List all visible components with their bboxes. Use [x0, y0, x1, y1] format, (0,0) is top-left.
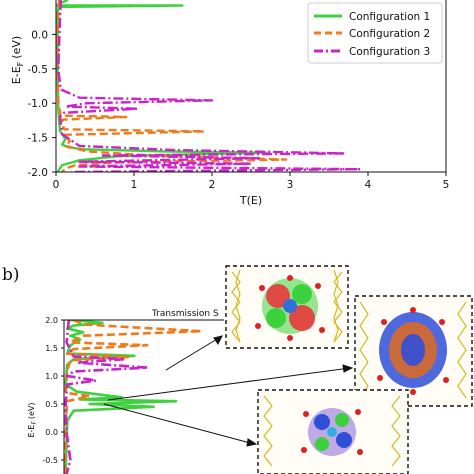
arrow-to-bottom-image	[103, 403, 255, 445]
panel-b-y-tick-label: 0.5	[45, 400, 58, 409]
legend-label-configuration-1: Configuration 1	[349, 11, 430, 23]
panel-b-y-tick-label: -0.5	[42, 456, 58, 465]
legend-label-configuration-2: Configuration 2	[349, 28, 430, 40]
panel-b-series-configuration-3	[64, 320, 149, 474]
legend-box	[307, 2, 443, 64]
panel-a-x-tick-label: 5	[443, 179, 450, 191]
legend: Configuration 1 Configuration 2 Configur…	[307, 2, 443, 64]
panel-a-y-label: E-EF(eV)	[10, 36, 25, 84]
panel-a-y-tick-label: -0.5	[28, 64, 49, 76]
arrow-head-bottom	[246, 438, 258, 447]
panel-b-y-label: E-EF(eV)	[27, 402, 38, 437]
panel-a-y-tick-label: -2.0	[28, 167, 49, 179]
arrow-head-top	[213, 335, 223, 345]
panel-a-x-tick-label: 3	[287, 179, 294, 191]
panel-b-ticks: 2.0 1.5 1.0 0.5 0.0 -0.5	[42, 316, 64, 465]
panel-b-plot-area	[64, 320, 203, 474]
panel-b-y-tick-label: 0.0	[45, 428, 58, 437]
panel-b-y-tick-label: 2.0	[45, 316, 58, 325]
panel-a-x-tick-label: 2	[209, 179, 216, 191]
panel-a-y-tick-label: -1.5	[28, 133, 49, 145]
panel-b-label: b)	[2, 265, 20, 285]
panel-b: b) Transmission S 2.0 1.5 1.0 0.5 0.0 -0.5 E-…	[2, 265, 473, 474]
panel-a-x-tick-label: 4	[365, 179, 372, 191]
orbital-image-bottom	[257, 389, 409, 474]
panel-a-ticks: 0 1 2 3 4 5 -2.0 -1.5 -1.0 -0.5 0.0	[28, 29, 450, 191]
panel-b-title: Transmission S	[151, 309, 219, 319]
panel-a: 0 1 2 3 4 5-2.0-1.5-1.0-0.50.0 E-EF(eV) T(E) …	[10, 0, 449, 207]
orbital-image-top	[225, 265, 349, 349]
arrow-to-right-image	[107, 367, 351, 401]
panel-a-y-tick-label: 0.0	[31, 29, 48, 41]
annotation-arrows	[103, 335, 354, 447]
arrow-to-top-image	[165, 335, 223, 371]
panel-b-y-tick-label: 1.0	[45, 372, 58, 381]
orbital-image-right	[354, 295, 473, 407]
panel-a-plot-area	[56, 0, 362, 172]
panel-a-series-configuration-2	[56, 0, 288, 172]
panel-a-series-configuration-1	[56, 0, 268, 172]
panel-a-x-label: T(E)	[239, 194, 262, 207]
legend-label-configuration-3: Configuration 3	[349, 46, 430, 58]
panel-b-series-configuration-2	[64, 320, 203, 474]
panel-a-x-tick-label: 0	[53, 179, 60, 191]
panel-b-y-tick-label: 1.5	[45, 344, 58, 353]
panel-a-y-tick-label: -1.0	[28, 98, 49, 110]
panel-a-x-tick-label: 1	[131, 179, 138, 191]
panel-a-series-configuration-3	[57, 0, 362, 172]
arrow-head-right	[342, 364, 354, 373]
